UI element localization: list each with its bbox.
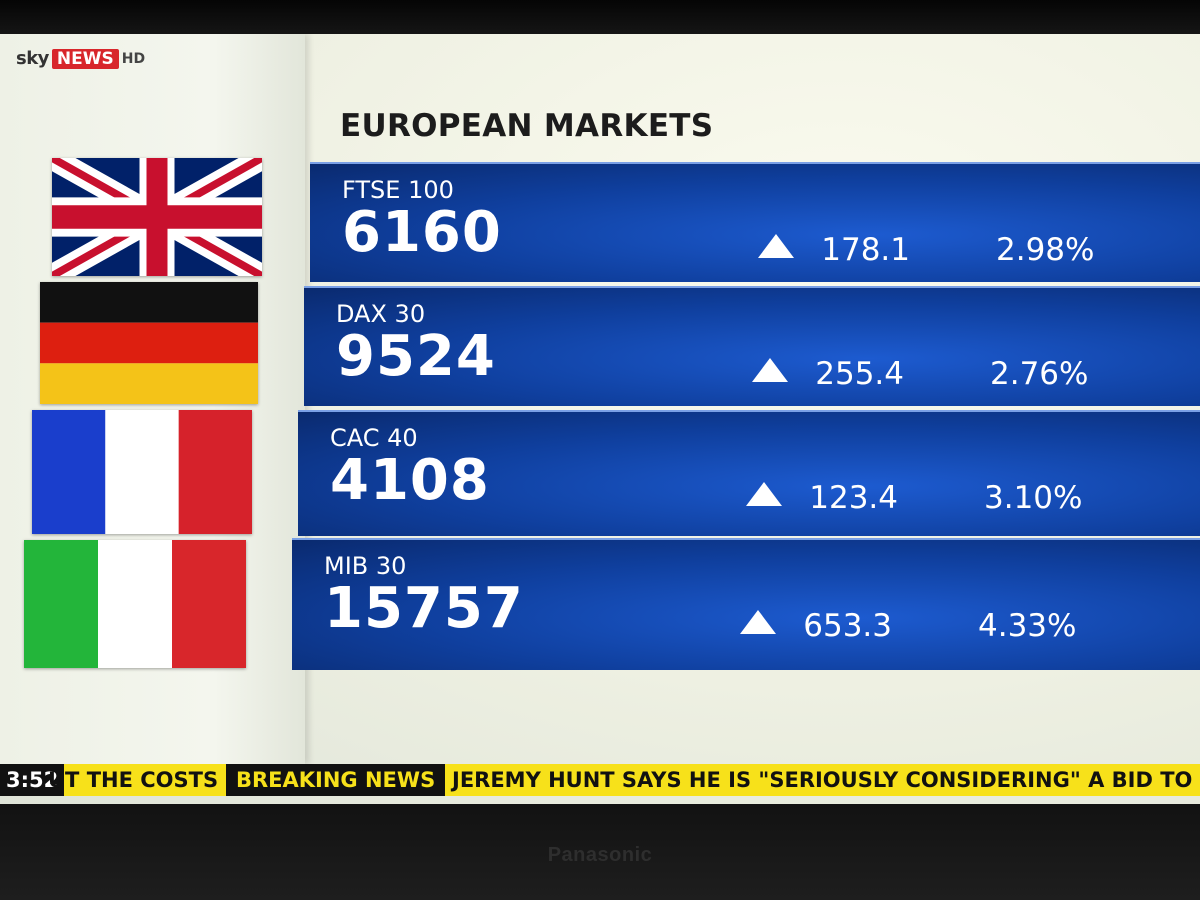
sky-news-logo: sky NEWS HD [16, 48, 145, 69]
market-name: DAX 30 [336, 300, 426, 328]
market-value: 9524 [336, 324, 496, 389]
market-change: 123.4 [809, 480, 898, 516]
market-change: 178.1 [821, 232, 910, 268]
market-row-dax: DAX 30 9524 255.4 2.76% [304, 286, 1200, 406]
market-percent: 4.33% [978, 608, 1077, 644]
tv-brand-logo: Panasonic [547, 844, 653, 866]
ticker-previous-text: UT THE COSTS [48, 768, 219, 792]
market-percent: 2.98% [996, 232, 1095, 268]
breaking-news-tag: BREAKING NEWS [226, 764, 446, 796]
france-flag-icon [32, 410, 252, 534]
market-change: 653.3 [803, 608, 892, 644]
up-arrow-icon [746, 482, 782, 506]
market-value: 6160 [342, 200, 502, 265]
market-value: 4108 [330, 448, 490, 513]
logo-hd: HD [121, 50, 146, 67]
ticker-clock: 3:52 [0, 764, 65, 796]
tv-bezel-top [0, 0, 1200, 34]
up-arrow-icon [752, 358, 788, 382]
up-arrow-icon [740, 610, 776, 634]
market-value: 15757 [324, 576, 524, 641]
logo-sky: sky [16, 48, 49, 69]
up-arrow-icon [758, 234, 794, 258]
italy-flag-icon [24, 540, 246, 668]
market-percent: 2.76% [990, 356, 1089, 392]
market-row-cac: CAC 40 4108 123.4 3.10% [298, 410, 1200, 536]
news-ticker: 3:52 UT THE COSTS BREAKING NEWS JEREMY H… [0, 764, 1200, 796]
market-row-ftse: FTSE 100 6160 178.1 2.98% [310, 162, 1200, 282]
page-title: EUROPEAN MARKETS [340, 108, 714, 144]
flag-panel: sky NEWS HD [0, 34, 305, 764]
tv-screen: sky NEWS HD [0, 34, 1200, 804]
germany-flag-icon [40, 282, 258, 404]
tv-bezel-bottom: Panasonic [0, 804, 1200, 900]
logo-news: NEWS [51, 48, 119, 69]
market-name: CAC 40 [330, 424, 418, 452]
market-change: 255.4 [815, 356, 904, 392]
market-name: FTSE 100 [342, 176, 454, 204]
market-percent: 3.10% [984, 480, 1083, 516]
ticker-headline: JEREMY HUNT SAYS HE IS "SERIOUSLY CONSID… [452, 768, 1200, 792]
uk-flag-icon [52, 158, 262, 276]
market-name: MIB 30 [324, 552, 407, 580]
market-row-mib: MIB 30 15757 653.3 4.33% [292, 538, 1200, 670]
